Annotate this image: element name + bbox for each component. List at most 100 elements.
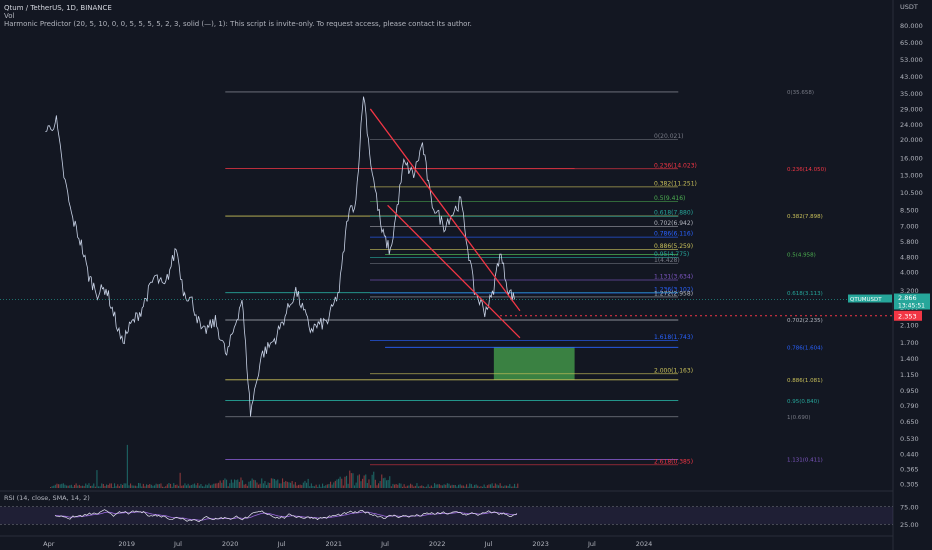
volume-bar (158, 484, 160, 488)
volume-bar (152, 485, 154, 488)
symbol-tag: QTUMUSDT (850, 297, 882, 303)
volume-bar (454, 485, 456, 488)
price-axis-tick: 3.200 (900, 287, 919, 295)
volume-bar (75, 483, 77, 488)
time-axis-tick: Jul (484, 540, 493, 548)
volume-bar (203, 486, 205, 488)
price-axis-title: USDT (900, 3, 918, 11)
volume-bar (389, 476, 391, 488)
volume-bar (376, 485, 378, 488)
volume-bar (299, 484, 301, 488)
volume-bar (430, 485, 432, 488)
volume-bar (507, 486, 509, 488)
volume-bar (162, 486, 164, 488)
price-axis-tick: 0.950 (900, 387, 919, 395)
volume-bar (493, 486, 495, 488)
volume-bar (226, 479, 228, 488)
volume-bar (496, 484, 498, 488)
volume-bar (400, 483, 402, 488)
volume-bar (363, 475, 365, 488)
volume-bar (248, 481, 250, 488)
volume-bar (438, 484, 440, 488)
volume-bar (91, 485, 93, 488)
rsi-tick: 25.00 (900, 521, 919, 529)
volume-bar (293, 484, 295, 488)
volume-bar (211, 484, 213, 488)
volume-bar (210, 485, 212, 488)
volume-bar (331, 484, 333, 488)
volume-bar (222, 480, 224, 488)
price-axis-tick: 0.440 (900, 450, 919, 458)
volume-bar (334, 480, 336, 488)
volume-bar (251, 478, 253, 488)
volume-bar (450, 485, 452, 488)
volume-bar (206, 485, 208, 488)
volume-bar (478, 486, 480, 488)
volume-bar (429, 486, 431, 488)
volume-bar (70, 484, 72, 488)
fib-level-label: 0.236(14.050) (787, 167, 826, 173)
fib-inner-label: 2.000(1.163) (654, 367, 693, 374)
volume-bar (171, 486, 173, 488)
time-axis-tick: Jul (587, 540, 596, 548)
volume-bar (306, 482, 308, 488)
volume-bar (99, 486, 101, 488)
fib-inner-label: 0.95(4.775) (654, 251, 689, 258)
volume-bar (354, 485, 356, 488)
price-axis-tick: 1.700 (900, 339, 919, 347)
volume-bar (142, 483, 144, 488)
rsi-line (54, 509, 518, 523)
volume-bar (208, 483, 210, 488)
volume-bar (374, 479, 376, 488)
volume-bar (88, 483, 90, 488)
volume-bar (83, 486, 85, 488)
volume-bar (325, 485, 327, 488)
volume-bar (275, 480, 277, 488)
volume-bar (290, 482, 292, 488)
volume-bar (157, 484, 159, 488)
time-axis-tick: Jul (277, 540, 286, 548)
volume-bar (498, 485, 500, 488)
channel-line (369, 108, 521, 312)
volume-bar (384, 477, 386, 488)
volume-bar (51, 486, 53, 488)
volume-bar (314, 486, 316, 488)
volume-bar (342, 485, 344, 488)
volume-bar (446, 483, 448, 488)
volume-bar (291, 481, 293, 488)
volume-bar (192, 484, 194, 488)
volume-bar (136, 486, 138, 488)
volume-bar (371, 474, 373, 488)
price-axis-tick: 4.000 (900, 269, 919, 277)
volume-bar (254, 480, 256, 488)
fib-inner-label: 1.131(3.634) (654, 273, 693, 280)
volume-bar (285, 480, 287, 488)
volume-bar (512, 486, 514, 488)
volume-bar (174, 485, 176, 488)
volume-bar (216, 483, 218, 488)
volume-bar (350, 473, 352, 488)
volume-bar (502, 486, 504, 488)
volume-bar (298, 484, 300, 488)
volume-bar (515, 486, 517, 488)
volume-bar (115, 486, 117, 488)
price-axis-tick: 0.790 (900, 402, 919, 410)
volume-bar (125, 483, 127, 488)
volume-bar (90, 486, 92, 488)
volume-bar (288, 482, 290, 488)
volume-bar (131, 485, 133, 488)
volume-bar (315, 484, 317, 488)
volume-bar (413, 486, 415, 488)
volume-bar (434, 483, 436, 488)
volume-bar (134, 485, 136, 488)
volume-bar (61, 483, 63, 488)
volume-bar (480, 486, 482, 488)
volume-bar (418, 486, 420, 488)
volume-bar (411, 484, 413, 488)
volume-bar (453, 485, 455, 488)
volume-bar (474, 484, 476, 488)
volume-bar (56, 483, 58, 488)
symbol-tag-bg (848, 294, 892, 303)
volume-bar (237, 479, 239, 488)
